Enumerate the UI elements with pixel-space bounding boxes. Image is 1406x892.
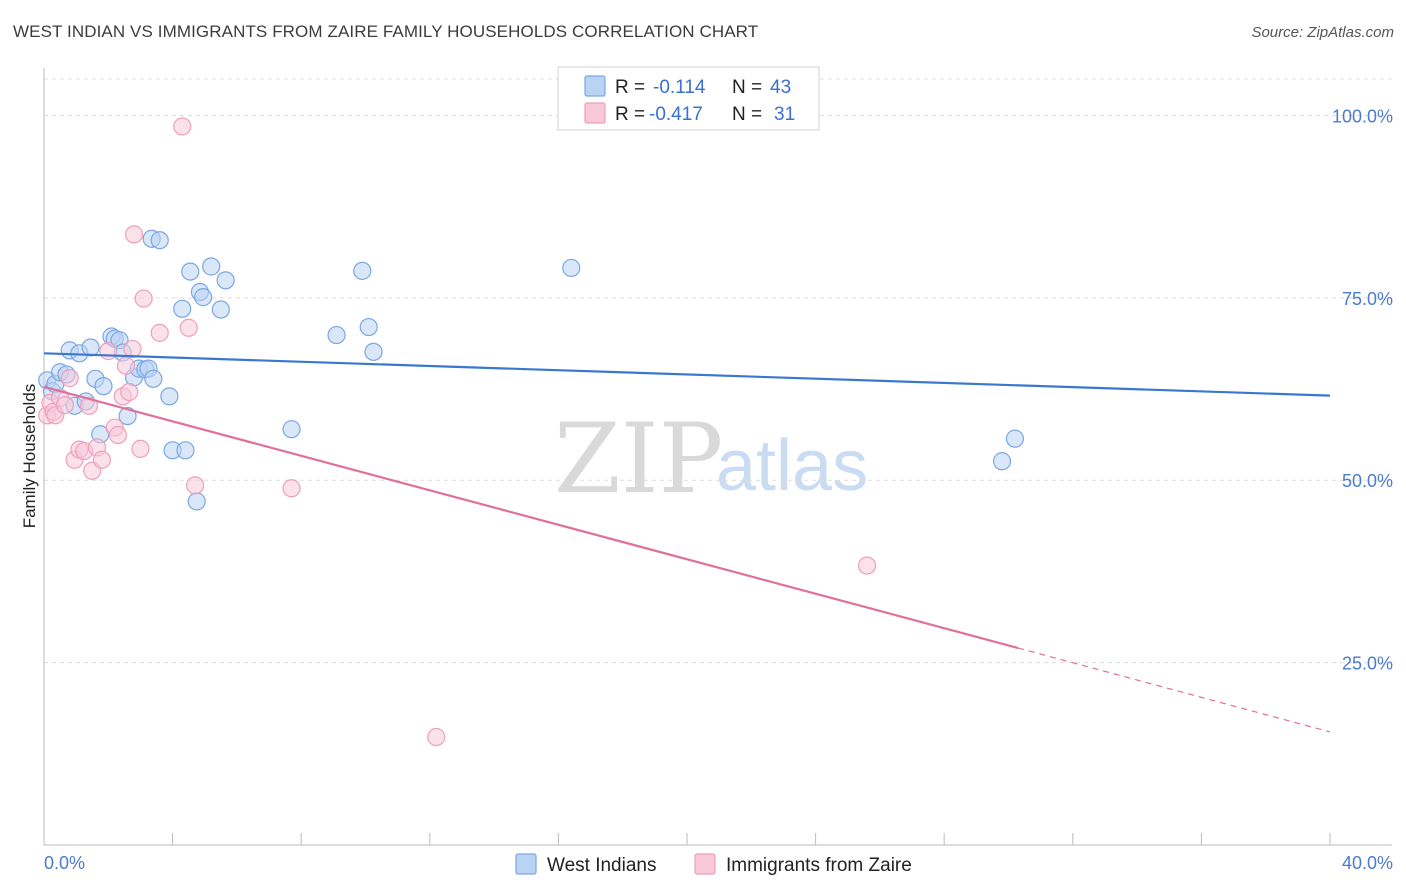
bottom-legend-swatch-pink [694,853,716,875]
west-indians-point-43 [992,452,1012,471]
series-immigrants-from-zaire [38,117,877,747]
legend-swatch-pink [584,102,606,124]
bottom-legend-swatch-blue [515,853,537,875]
y-tick-label-25: 25.0% [1342,654,1393,674]
grid-lines [44,78,1392,664]
west-indians-point-39 [359,317,378,337]
x-tick-label-max: 40.0% [1342,853,1393,873]
chart-title: WEST INDIAN VS IMMIGRANTS FROM ZAIRE FAM… [13,22,759,41]
west-indians-point-17 [118,406,137,426]
west-indians-point-29 [181,262,200,281]
zaire-point-16 [108,425,128,445]
y-tick-label-50: 50.0% [1342,471,1393,491]
west-indians-point-37 [327,325,346,345]
west-indians-point-32 [194,288,213,307]
x-ticks [43,833,1331,845]
zaire-point-10 [79,396,99,415]
zaire-point-6 [60,369,79,388]
legend-r-label-2: R = [615,104,645,125]
zaire-point-23 [131,439,150,458]
axes [43,68,1392,846]
west-indians-point-38 [353,261,372,280]
west-indians-point-40 [364,342,383,361]
west-indians-point-41 [562,258,581,278]
zaire-point-19 [120,382,139,402]
bottom-legend-label-zaire: Immigrants from Zaire [726,855,912,876]
west-indians-point-28 [176,441,195,460]
trend-line-zaire [43,385,1019,650]
zaire-point-30 [857,556,877,575]
zaire-point-27 [186,476,205,495]
x-tick-labels: 0.0% 40.0% [44,853,1393,873]
west-indians-point-24 [150,231,169,250]
west-indians-point-35 [216,271,235,290]
legend-r-label-1: R = [615,77,645,98]
west-indians-point-9 [81,338,100,357]
trend-lines [43,352,1331,733]
bottom-legend-label-west-indians: West Indians [547,855,656,876]
west-indians-point-27 [173,299,192,318]
west-indians-point-33 [202,257,221,276]
legend-n-label-1: N = [732,77,762,98]
zaire-point-5 [55,395,74,415]
zaire-point-18 [116,356,136,375]
zaire-point-25 [173,117,192,136]
zaire-point-29 [427,727,446,747]
zaire-point-26 [179,318,198,337]
zaire-point-14 [99,342,118,361]
stats-legend: R = -0.114 N = 43 R = -0.417 N = 31 [557,66,820,131]
y-tick-label-75: 75.0% [1342,289,1393,309]
x-tick-label-min: 0.0% [44,853,85,873]
watermark-atlas: atlas [716,426,868,506]
legend-n-value-2: 31 [774,104,795,125]
west-indians-point-12 [94,377,113,396]
y-tick-label-100: 100.0% [1332,106,1393,126]
west-indians-point-42 [1005,429,1025,448]
west-indians-point-34 [211,300,230,319]
y-axis-title: Family Households [20,384,39,529]
west-indians-point-36 [282,420,301,439]
trend-line-zaire-extension [1017,647,1331,733]
y-tick-labels: 25.0% 50.0% 75.0% 100.0% [1332,106,1393,673]
zaire-point-24 [150,323,169,342]
series-legend: West Indians Immigrants from Zaire [515,853,912,876]
west-indians-point-25 [160,387,179,406]
zaire-point-28 [282,479,301,498]
zaire-point-13 [92,450,111,469]
zaire-point-20 [123,339,142,359]
legend-swatch-blue [584,75,606,97]
watermark-zip: ZIP [554,403,723,515]
legend-r-value-1: -0.114 [653,77,706,98]
trend-line-west-indians [43,352,1331,397]
legend-n-value-1: 43 [770,77,791,98]
legend-n-label-2: N = [732,104,762,125]
west-indians-point-30 [187,492,206,511]
zaire-point-22 [134,289,153,308]
legend-r-value-2: -0.417 [649,104,703,125]
west-indians-point-23 [144,369,163,388]
source-label: Source: ZipAtlas.com [1251,24,1394,41]
zaire-point-21 [124,225,144,244]
